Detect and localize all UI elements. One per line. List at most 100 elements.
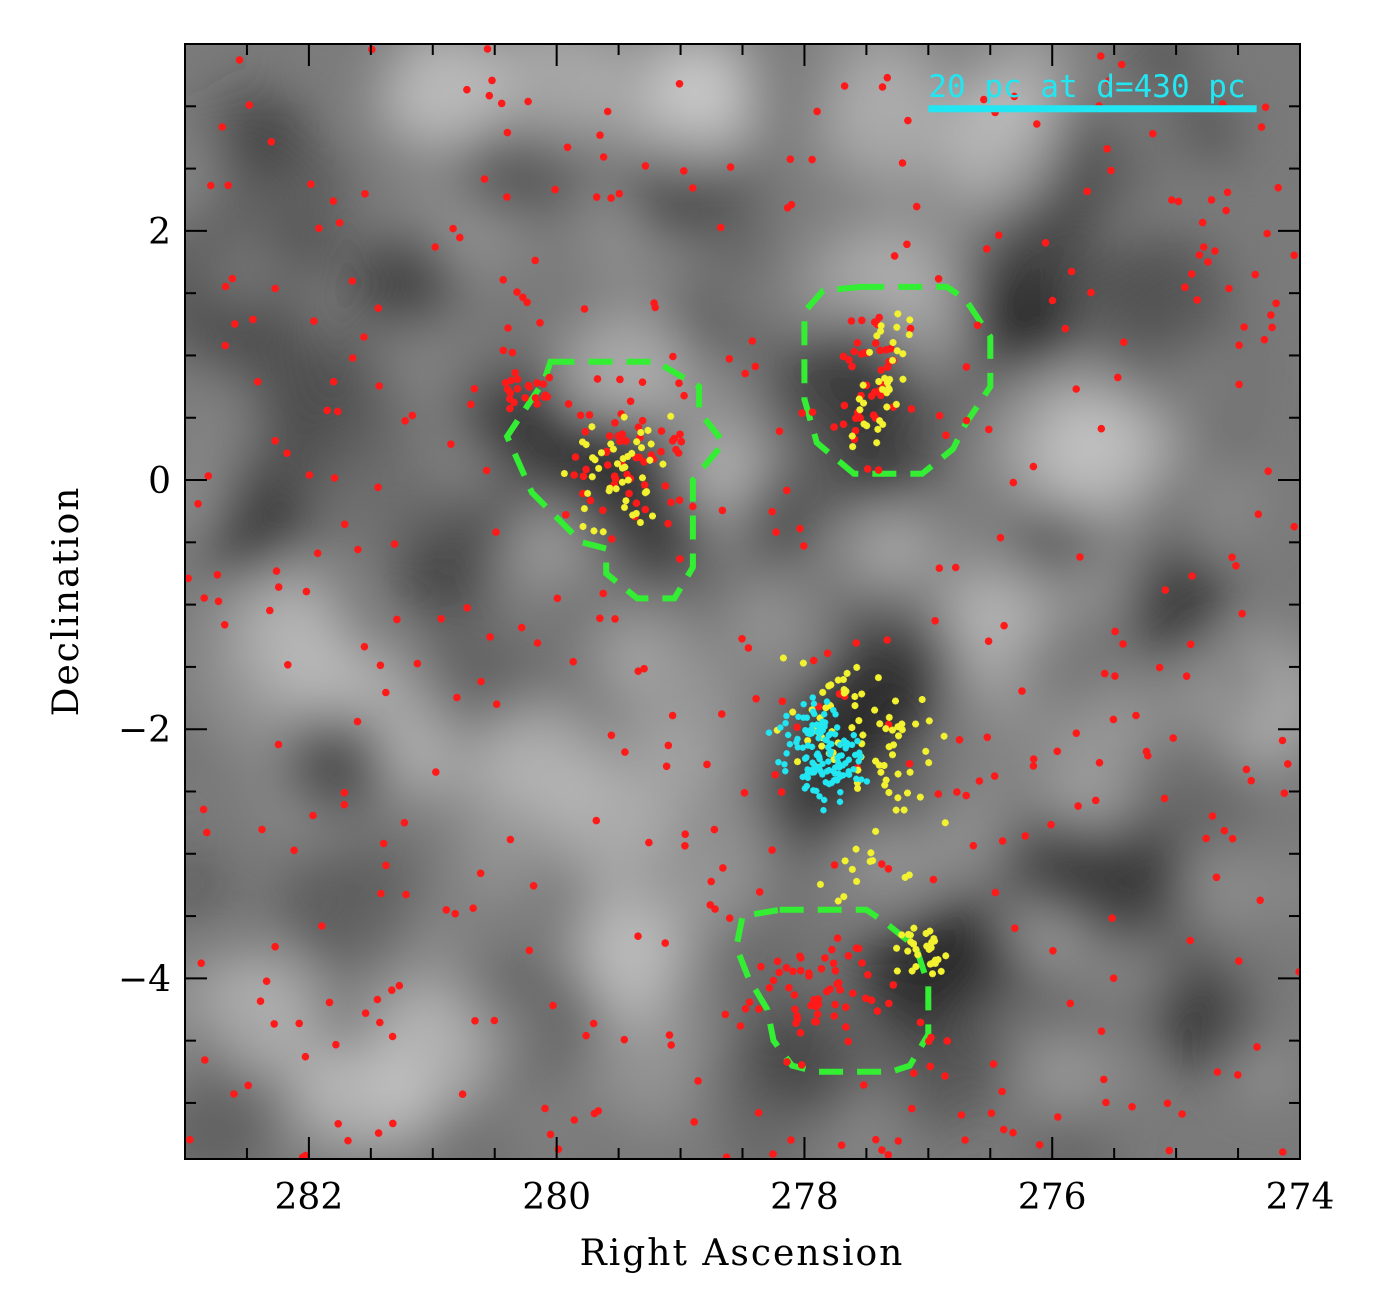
map-blob [1012, 615, 1110, 713]
scale-bar: 20 pc at d=430 pc [928, 69, 1256, 109]
red-point [1103, 145, 1111, 153]
map-blob [159, 849, 228, 918]
red-point [562, 511, 570, 519]
red-point [1240, 323, 1248, 331]
map-blob [1162, 708, 1246, 792]
red-point [776, 427, 784, 435]
red-point [791, 991, 799, 999]
red-point [983, 245, 991, 253]
red-point [1156, 664, 1164, 672]
red-point [722, 1011, 730, 1019]
red-point [599, 590, 607, 598]
red-point [600, 153, 608, 161]
red-point [1209, 812, 1217, 820]
yellow-point [910, 925, 917, 932]
red-point [380, 840, 388, 848]
red-point [323, 407, 331, 415]
red-point [432, 768, 440, 776]
red-point [1253, 1043, 1261, 1051]
red-point [970, 842, 978, 850]
red-point [1268, 324, 1276, 332]
red-point [749, 337, 757, 345]
red-point [878, 860, 886, 868]
red-point [1199, 219, 1207, 227]
red-point [641, 481, 649, 489]
red-point [1108, 914, 1116, 922]
red-point [486, 92, 494, 100]
red-point [824, 650, 832, 658]
red-point [572, 453, 580, 461]
red-point [681, 842, 689, 850]
red-point [361, 643, 369, 651]
red-point [779, 698, 787, 706]
cyan-point [835, 759, 841, 765]
red-point [783, 1058, 791, 1066]
red-point [995, 231, 1003, 239]
red-point [998, 1088, 1006, 1096]
red-point [942, 432, 950, 440]
cyan-point [811, 701, 817, 707]
red-point [222, 283, 230, 291]
cyan-point [832, 770, 838, 776]
red-point [844, 1038, 852, 1046]
map-blob [931, 1019, 979, 1067]
red-point [634, 932, 642, 940]
red-point [471, 1017, 479, 1025]
red-point [883, 636, 891, 644]
red-point [580, 473, 588, 481]
red-point [230, 1090, 238, 1098]
red-point [249, 316, 257, 324]
yellow-point [877, 769, 884, 776]
red-point [864, 465, 872, 473]
cyan-point [836, 753, 842, 759]
red-point [514, 385, 522, 393]
red-point [469, 904, 477, 912]
yellow-point [580, 523, 587, 530]
red-point [1213, 874, 1221, 882]
red-point [756, 888, 764, 896]
red-point [1097, 52, 1105, 60]
red-point [621, 748, 629, 756]
red-point [295, 1020, 303, 1028]
red-point [772, 528, 780, 536]
cyan-point [821, 797, 827, 803]
red-point [848, 317, 856, 325]
red-point [936, 412, 944, 420]
red-point [849, 990, 857, 998]
y-tick-label: −4 [118, 959, 171, 1000]
cyan-point [804, 783, 810, 789]
red-point [1110, 974, 1118, 982]
red-point [787, 1136, 795, 1144]
red-point [755, 1109, 763, 1117]
red-point [675, 449, 683, 457]
red-point [842, 1003, 850, 1011]
red-point [270, 1020, 278, 1028]
red-point [796, 525, 804, 533]
red-point [1188, 270, 1196, 278]
red-point [374, 484, 382, 492]
cyan-point [837, 789, 843, 795]
red-point [875, 466, 883, 474]
red-point [642, 162, 650, 170]
red-point [1101, 670, 1109, 678]
red-point [1187, 641, 1195, 649]
red-point [662, 482, 670, 490]
map-dark-blob [1121, 550, 1231, 660]
red-point [809, 408, 817, 416]
red-point [1267, 311, 1275, 319]
x-tick-label: 274 [1266, 1177, 1335, 1218]
red-point [336, 219, 344, 227]
red-point [633, 499, 641, 507]
red-point [872, 1136, 880, 1144]
red-point [663, 763, 671, 771]
red-point [349, 277, 357, 285]
red-point [467, 401, 475, 409]
red-point [551, 186, 559, 194]
cyan-point [813, 788, 819, 794]
red-point [694, 1077, 702, 1085]
red-point [483, 467, 491, 475]
red-point [793, 723, 801, 731]
red-point [741, 789, 749, 797]
red-point [1128, 1103, 1136, 1111]
map-blob [477, 962, 525, 1010]
